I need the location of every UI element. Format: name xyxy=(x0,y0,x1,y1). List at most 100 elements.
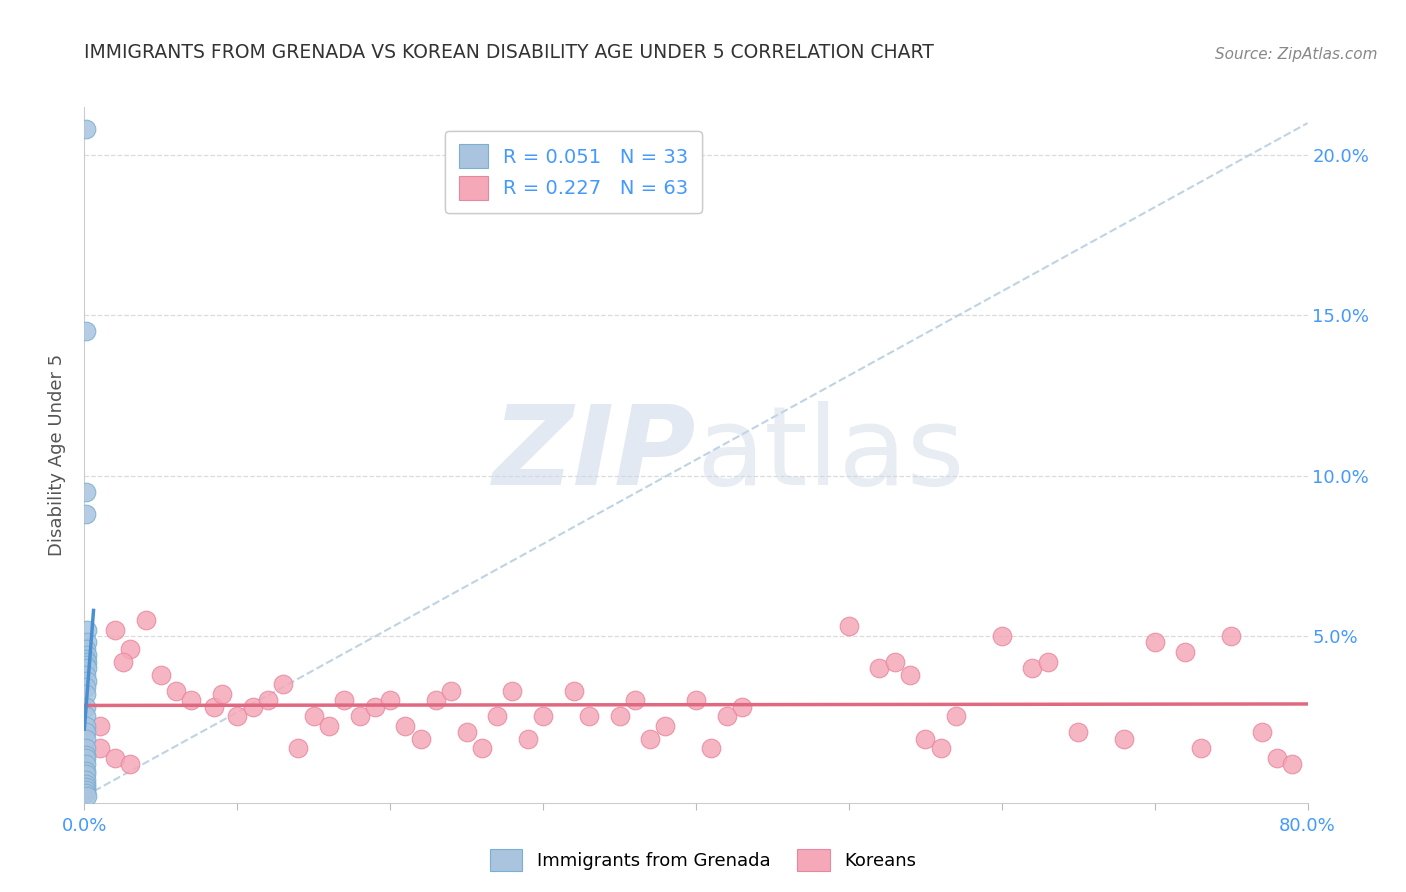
Point xyxy=(869,661,891,675)
Point xyxy=(731,699,754,714)
Point xyxy=(716,709,738,723)
Point xyxy=(135,613,157,627)
Point xyxy=(75,681,97,695)
Point xyxy=(898,667,921,681)
Point xyxy=(364,699,387,714)
Point xyxy=(271,677,294,691)
Point xyxy=(75,757,97,772)
Point xyxy=(929,741,952,756)
Point xyxy=(1067,725,1090,739)
Point xyxy=(76,655,98,669)
Point xyxy=(75,731,97,746)
Point xyxy=(75,122,97,136)
Point xyxy=(89,741,111,756)
Point xyxy=(516,731,538,746)
Point xyxy=(380,693,402,707)
Point xyxy=(1174,645,1197,659)
Point xyxy=(89,719,111,733)
Point xyxy=(456,725,478,739)
Point xyxy=(242,699,264,714)
Point xyxy=(202,699,225,714)
Point xyxy=(654,719,676,733)
Point xyxy=(700,741,723,756)
Point xyxy=(945,709,967,723)
Point xyxy=(104,623,127,637)
Point xyxy=(991,629,1014,643)
Point xyxy=(120,641,142,656)
Point xyxy=(502,683,524,698)
Text: IMMIGRANTS FROM GRENADA VS KOREAN DISABILITY AGE UNDER 5 CORRELATION CHART: IMMIGRANTS FROM GRENADA VS KOREAN DISABI… xyxy=(84,44,934,62)
Point xyxy=(1250,725,1272,739)
Point xyxy=(75,767,97,781)
Point xyxy=(75,783,97,797)
Point xyxy=(111,655,134,669)
Point xyxy=(76,648,98,663)
Point xyxy=(75,764,97,778)
Legend: Immigrants from Grenada, Koreans: Immigrants from Grenada, Koreans xyxy=(482,842,924,879)
Text: atlas: atlas xyxy=(696,401,965,508)
Point xyxy=(1143,635,1166,649)
Point xyxy=(120,757,142,772)
Point xyxy=(75,773,97,788)
Point xyxy=(562,683,585,698)
Point xyxy=(75,651,97,665)
Point xyxy=(1265,751,1288,765)
Point xyxy=(302,709,325,723)
Point xyxy=(76,661,98,675)
Point xyxy=(349,709,371,723)
Point xyxy=(75,667,97,681)
Text: Source: ZipAtlas.com: Source: ZipAtlas.com xyxy=(1215,47,1378,62)
Point xyxy=(75,751,97,765)
Point xyxy=(883,655,905,669)
Point xyxy=(149,667,172,681)
Point xyxy=(531,709,554,723)
Point xyxy=(1189,741,1212,756)
Point xyxy=(914,731,936,746)
Point xyxy=(638,731,661,746)
Point xyxy=(165,683,187,698)
Y-axis label: Disability Age Under 5: Disability Age Under 5 xyxy=(48,354,66,556)
Point xyxy=(471,741,494,756)
Point xyxy=(624,693,647,707)
Point xyxy=(75,325,97,339)
Point xyxy=(425,693,447,707)
Point xyxy=(1281,757,1303,772)
Point xyxy=(1114,731,1136,746)
Point xyxy=(318,719,340,733)
Point xyxy=(75,741,97,756)
Point xyxy=(440,683,463,698)
Point xyxy=(75,687,97,701)
Point xyxy=(180,693,202,707)
Point xyxy=(211,687,233,701)
Point xyxy=(75,484,97,499)
Point xyxy=(685,693,707,707)
Point xyxy=(394,719,416,733)
Point xyxy=(76,789,98,804)
Point xyxy=(75,725,97,739)
Point xyxy=(226,709,249,723)
Point xyxy=(76,635,98,649)
Point xyxy=(257,693,280,707)
Point xyxy=(76,623,98,637)
Point xyxy=(333,693,356,707)
Point xyxy=(75,780,97,794)
Point xyxy=(75,641,97,656)
Point xyxy=(578,709,600,723)
Point xyxy=(75,786,97,800)
Point xyxy=(75,507,97,521)
Point xyxy=(75,747,97,762)
Point xyxy=(75,657,97,672)
Text: ZIP: ZIP xyxy=(492,401,696,508)
Point xyxy=(838,619,860,633)
Point xyxy=(75,699,97,714)
Point xyxy=(486,709,509,723)
Point xyxy=(1021,661,1043,675)
Point xyxy=(104,751,127,765)
Point xyxy=(1036,655,1059,669)
Point xyxy=(75,776,97,790)
Point xyxy=(287,741,309,756)
Point xyxy=(75,709,97,723)
Point xyxy=(76,673,98,688)
Point xyxy=(75,719,97,733)
Point xyxy=(409,731,432,746)
